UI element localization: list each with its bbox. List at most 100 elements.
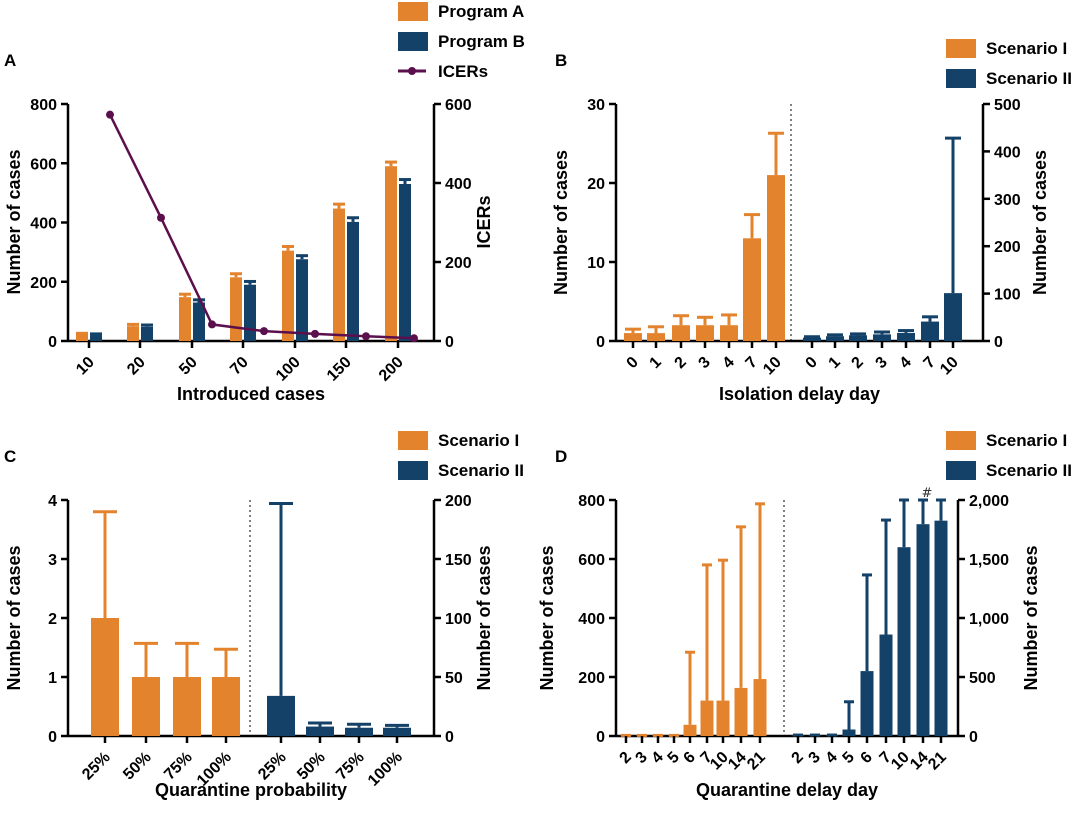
- x-tick-label-scenario-2: 100%: [365, 749, 406, 790]
- x-tick-label-scenario-2: 75%: [333, 749, 368, 784]
- x-tick-label-scenario-2: 50%: [294, 749, 329, 784]
- y-axis-title-left: Number of cases: [4, 149, 24, 294]
- left-axis-tick-label: 600: [578, 552, 605, 569]
- right-axis-tick-label: 100: [994, 287, 1021, 304]
- right-axis-tick-label: 600: [445, 97, 472, 114]
- right-axis-tick-label: 300: [994, 192, 1021, 209]
- bar-scenario-2: [803, 337, 821, 341]
- panel-letter-b: B: [555, 51, 567, 70]
- bar-program-a: [76, 334, 88, 341]
- icer-point: [157, 213, 165, 222]
- x-tick-label-scenario-1: 1: [647, 354, 665, 372]
- bar-program-b: [347, 221, 359, 341]
- x-tick-label-scenario-1: 4: [649, 749, 667, 767]
- x-tick-label-scenario-1: 21: [744, 749, 769, 774]
- x-tick-label-scenario-1: 75%: [161, 749, 196, 784]
- bar-program-a: [385, 166, 397, 341]
- bar-scenario-2: [934, 520, 948, 736]
- right-axis-tick-label: 100: [445, 611, 472, 628]
- x-tick-label-scenario-1: 50%: [120, 749, 155, 784]
- bar-scenario-1: [716, 700, 730, 736]
- bar-program-b: [399, 183, 411, 341]
- right-axis-tick-label: 1,500: [969, 552, 1009, 569]
- bar-scenario-2: [267, 695, 295, 736]
- x-tick-label-scenario-2: 5: [840, 749, 858, 767]
- bar-scenario-2: [383, 727, 411, 736]
- left-axis-tick-label: 0: [596, 729, 605, 746]
- bar-scenario-2: [842, 729, 856, 736]
- y-axis-title-right: Number of cases: [474, 545, 494, 690]
- legend-label: Program B: [438, 32, 525, 51]
- x-tick-label-scenario-1: 2: [672, 354, 690, 372]
- legend-label: Scenario II: [986, 461, 1072, 480]
- legend-swatch: [946, 461, 976, 480]
- left-axis-tick-label: 30: [587, 97, 605, 114]
- bar-program-b: [141, 326, 153, 341]
- right-axis-tick-label: 2,000: [969, 493, 1009, 510]
- x-tick-label: 100: [273, 354, 304, 385]
- icer-point: [208, 320, 216, 329]
- bar-scenario-1: [212, 677, 240, 736]
- x-tick-label-scenario-2: 2: [789, 749, 807, 767]
- right-axis-tick-label: 50: [445, 670, 463, 687]
- x-tick-label-scenario-2: 2: [849, 354, 867, 372]
- x-axis-title: Quarantine probability: [155, 780, 347, 800]
- significance-marker: #: [922, 486, 933, 501]
- x-axis-title: Introduced cases: [177, 384, 325, 404]
- legend-label: Scenario II: [438, 461, 524, 480]
- right-axis-tick-label: 0: [445, 729, 454, 746]
- x-tick-label-scenario-1: 2: [617, 749, 635, 767]
- panel-letter-a: A: [4, 51, 16, 70]
- left-axis-tick-label: 10: [587, 255, 605, 272]
- legend-swatch: [946, 69, 976, 88]
- legend-swatch: [946, 431, 976, 450]
- left-axis-tick-label: 2: [48, 611, 57, 628]
- bar-program-a: [127, 326, 139, 341]
- x-tick-label: 200: [376, 354, 407, 385]
- icer-line: [108, 114, 415, 340]
- panel-letter-c: C: [4, 447, 16, 466]
- legend-label: Scenario I: [986, 39, 1067, 58]
- y-axis-title-right: ICERs: [474, 195, 494, 248]
- left-axis-tick-label: 0: [48, 729, 57, 746]
- left-axis-tick-label: 0: [48, 334, 57, 351]
- left-axis-tick-label: 20: [587, 176, 605, 193]
- x-tick-label-scenario-2: 21: [925, 749, 950, 774]
- bar-scenario-1: [132, 677, 160, 736]
- x-axis-title: Quarantine delay day: [696, 780, 878, 800]
- bar-scenario-1: [720, 325, 738, 341]
- y-axis-title-left: Number of cases: [537, 545, 557, 690]
- y-axis-title-left: Number of cases: [551, 150, 571, 295]
- legend-marker-swatch: [408, 67, 416, 75]
- bar-scenario-1: [647, 333, 665, 341]
- bar-scenario-1: [624, 333, 642, 341]
- x-tick-label-scenario-2: 0: [803, 354, 821, 372]
- x-tick-label-scenario-1: 5: [665, 749, 683, 767]
- left-axis-tick-label: 800: [578, 493, 605, 510]
- x-tick-label-scenario-2: 4: [897, 354, 915, 372]
- x-tick-label-scenario-1: 3: [633, 749, 651, 767]
- right-axis-tick-label: 400: [994, 144, 1021, 161]
- right-axis-tick-label: 200: [445, 493, 472, 510]
- x-tick-label-scenario-2: 10: [937, 354, 962, 379]
- bar-scenario-2: [306, 726, 334, 736]
- x-axis-title: Isolation delay day: [719, 384, 880, 404]
- x-tick-label-scenario-2: 3: [873, 354, 891, 372]
- panel-a-chart: 0 200 400 600 800 0 200 400 600 10 20 50 70 100 150 200…: [4, 2, 525, 404]
- bar-scenario-2: [826, 336, 844, 341]
- left-axis-tick-label: 800: [30, 97, 57, 114]
- panel-d-chart: 020040060080005001,0001,5002,00023456710…: [537, 431, 1072, 800]
- x-tick-label: 70: [227, 354, 252, 379]
- x-tick-label-scenario-2: 3: [806, 749, 824, 767]
- legend-label: ICERs: [438, 62, 488, 81]
- bar-scenario-1: [696, 325, 714, 341]
- bar-scenario-1: [683, 724, 697, 736]
- icer-point: [106, 110, 114, 119]
- bar-program-b: [244, 284, 256, 341]
- bar-scenario-2: [897, 332, 915, 341]
- legend-label: Scenario II: [986, 69, 1072, 88]
- x-tick-label-scenario-1: 3: [696, 354, 714, 372]
